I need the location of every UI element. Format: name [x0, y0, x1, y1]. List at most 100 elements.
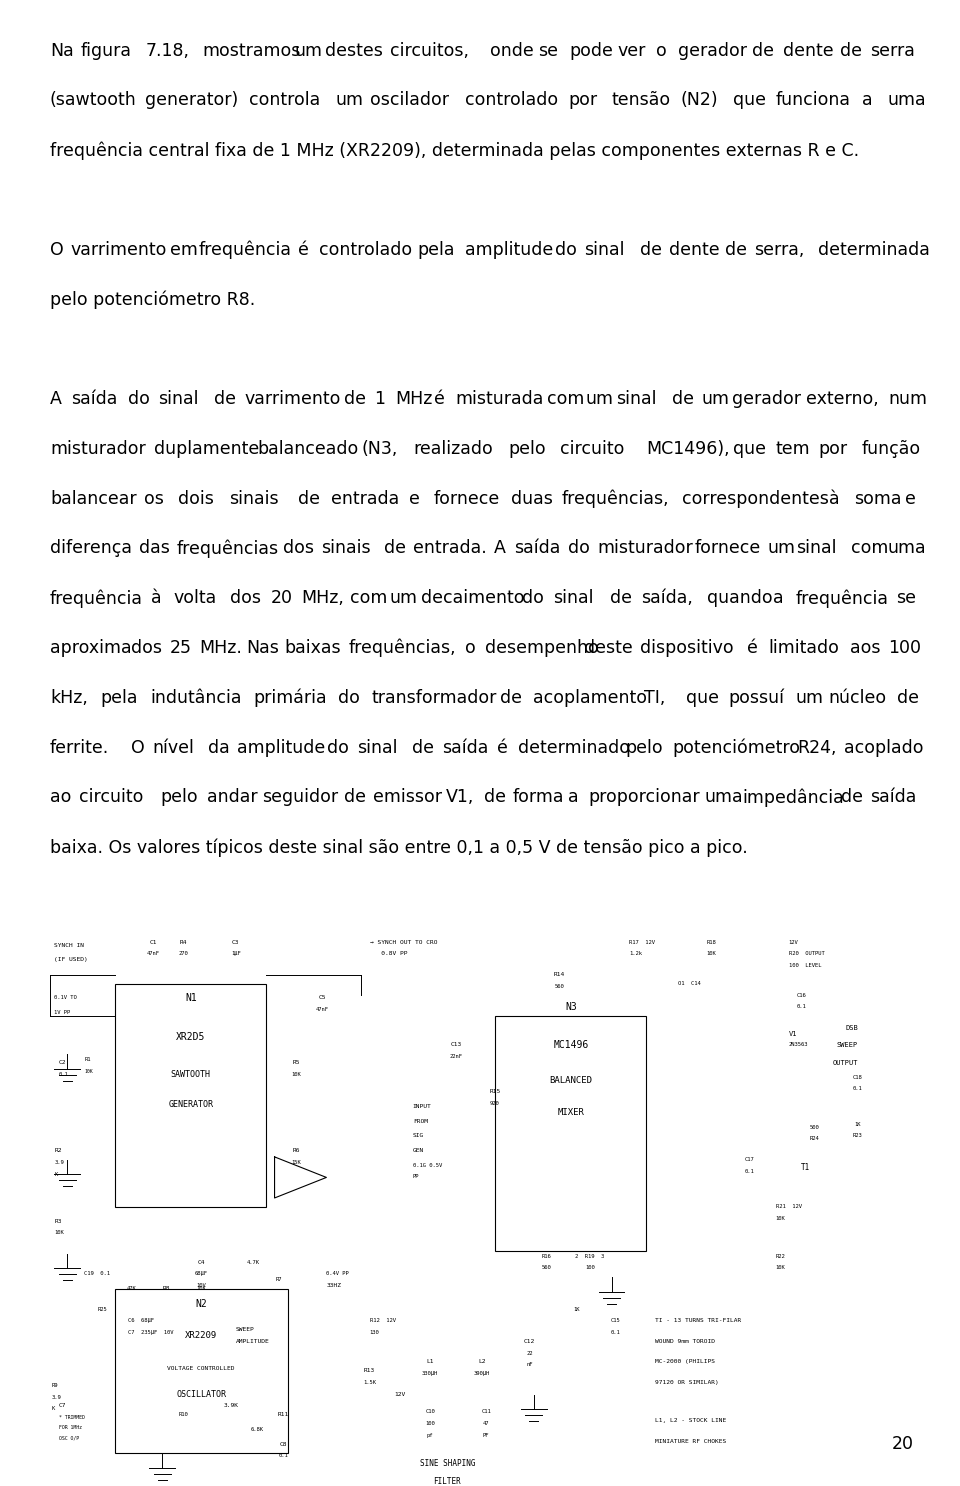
Text: e: e — [409, 489, 420, 508]
Text: 4.7K: 4.7K — [247, 1260, 259, 1265]
Text: frequência: frequência — [199, 241, 292, 259]
Text: de: de — [841, 788, 863, 807]
Text: A: A — [493, 539, 506, 557]
Bar — [495, 1016, 646, 1251]
Text: Nas: Nas — [246, 639, 278, 657]
Text: K: K — [54, 1171, 58, 1177]
Text: com: com — [350, 588, 388, 608]
Text: 12V: 12V — [789, 939, 799, 945]
Text: 6.8K: 6.8K — [251, 1427, 264, 1433]
Text: um: um — [294, 42, 323, 59]
Text: frequência: frequência — [796, 588, 889, 608]
Text: pf: pf — [427, 1433, 433, 1438]
Text: uma: uma — [888, 539, 926, 557]
Text: varrimento: varrimento — [244, 389, 341, 409]
Text: sinal: sinal — [357, 739, 397, 756]
Text: controlado: controlado — [465, 91, 558, 110]
Text: SAWTOOTH: SAWTOOTH — [171, 1070, 211, 1079]
Text: MIXER: MIXER — [558, 1109, 585, 1117]
Text: 1: 1 — [373, 389, 385, 409]
Text: R12  12V: R12 12V — [370, 1318, 396, 1324]
Text: PF: PF — [483, 1433, 490, 1438]
Text: dente: dente — [783, 42, 833, 59]
Text: (N2): (N2) — [681, 91, 718, 110]
Text: de: de — [298, 489, 320, 508]
Text: C13: C13 — [450, 1042, 462, 1048]
Text: 100  LEVEL: 100 LEVEL — [789, 963, 821, 969]
Text: 100: 100 — [425, 1421, 435, 1427]
Text: proporcionar: proporcionar — [588, 788, 700, 807]
Text: sinal: sinal — [553, 588, 593, 608]
Text: C2: C2 — [59, 1060, 66, 1065]
Text: C16: C16 — [797, 993, 806, 997]
Text: num: num — [888, 389, 926, 409]
Text: (N3,: (N3, — [361, 440, 397, 458]
Text: R14: R14 — [554, 972, 565, 976]
Text: FROM: FROM — [413, 1119, 428, 1123]
Text: saída: saída — [514, 539, 560, 557]
Text: oscilador: oscilador — [370, 91, 448, 110]
Text: circuitos,: circuitos, — [390, 42, 469, 59]
Text: R8: R8 — [163, 1285, 170, 1291]
Text: ferrite.: ferrite. — [50, 739, 109, 756]
Text: 0.1: 0.1 — [59, 1071, 68, 1077]
Text: K: K — [52, 1406, 55, 1412]
Text: BALANCED: BALANCED — [549, 1076, 592, 1085]
Text: 47K: 47K — [127, 1285, 137, 1291]
Text: varrimento: varrimento — [71, 241, 167, 259]
Text: R2: R2 — [54, 1149, 61, 1153]
Text: 2N3563: 2N3563 — [789, 1042, 808, 1048]
Text: SYNCH IN: SYNCH IN — [54, 942, 84, 948]
Text: acoplado: acoplado — [845, 739, 924, 756]
Text: pode: pode — [569, 42, 612, 59]
Text: 1V PP: 1V PP — [54, 1010, 70, 1015]
Text: XR2D5: XR2D5 — [176, 1031, 205, 1042]
Text: C6  68μF: C6 68μF — [128, 1318, 154, 1324]
Text: 0.1: 0.1 — [278, 1453, 288, 1458]
Text: sinal: sinal — [157, 389, 199, 409]
Text: impedância: impedância — [743, 788, 845, 807]
Text: 500: 500 — [809, 1125, 820, 1129]
Text: de: de — [344, 389, 366, 409]
Text: dos: dos — [283, 539, 315, 557]
Text: VOLTAGE CONTROLLED: VOLTAGE CONTROLLED — [167, 1366, 235, 1370]
Text: de: de — [611, 588, 633, 608]
Text: dois: dois — [179, 489, 214, 508]
Text: R24: R24 — [809, 1137, 820, 1141]
Text: L1: L1 — [426, 1360, 434, 1364]
Text: R24,: R24, — [798, 739, 837, 756]
Text: o: o — [657, 42, 667, 59]
Text: 1K: 1K — [854, 1122, 861, 1126]
Text: 0.1: 0.1 — [797, 1005, 806, 1009]
Text: pelo: pelo — [626, 739, 663, 756]
Text: frequência central fixa de 1 MHz (XR2209), determinada pelas componentes externa: frequência central fixa de 1 MHz (XR2209… — [50, 141, 859, 159]
Text: pelo potenciómetro R8.: pelo potenciómetro R8. — [50, 290, 255, 309]
Text: baixas: baixas — [284, 639, 341, 657]
Text: XR2209: XR2209 — [185, 1331, 217, 1340]
Text: fornece: fornece — [434, 489, 500, 508]
Text: gerador: gerador — [679, 42, 748, 59]
Text: é: é — [497, 739, 509, 756]
Text: OSC O/P: OSC O/P — [59, 1435, 79, 1440]
Text: SINE SHAPING: SINE SHAPING — [420, 1459, 475, 1468]
Text: volta: volta — [173, 588, 216, 608]
Text: C18: C18 — [852, 1074, 863, 1080]
Text: se: se — [897, 588, 917, 608]
Text: primária: primária — [253, 688, 327, 707]
Text: 560: 560 — [541, 1266, 552, 1271]
Text: 12V: 12V — [395, 1392, 405, 1397]
Text: 100: 100 — [888, 639, 921, 657]
Text: balanceado: balanceado — [257, 440, 359, 458]
Text: 10V: 10V — [196, 1282, 206, 1288]
Text: de: de — [484, 788, 506, 807]
Text: que: que — [686, 688, 719, 707]
Text: C19  0.1: C19 0.1 — [84, 1272, 110, 1276]
Text: a: a — [774, 588, 784, 608]
Text: a: a — [568, 788, 579, 807]
Text: O: O — [50, 241, 63, 259]
Text: C5: C5 — [319, 996, 325, 1000]
Text: tem: tem — [776, 440, 810, 458]
Text: controlado: controlado — [319, 241, 412, 259]
Text: FILTER: FILTER — [434, 1477, 461, 1486]
Text: duas: duas — [511, 489, 553, 508]
